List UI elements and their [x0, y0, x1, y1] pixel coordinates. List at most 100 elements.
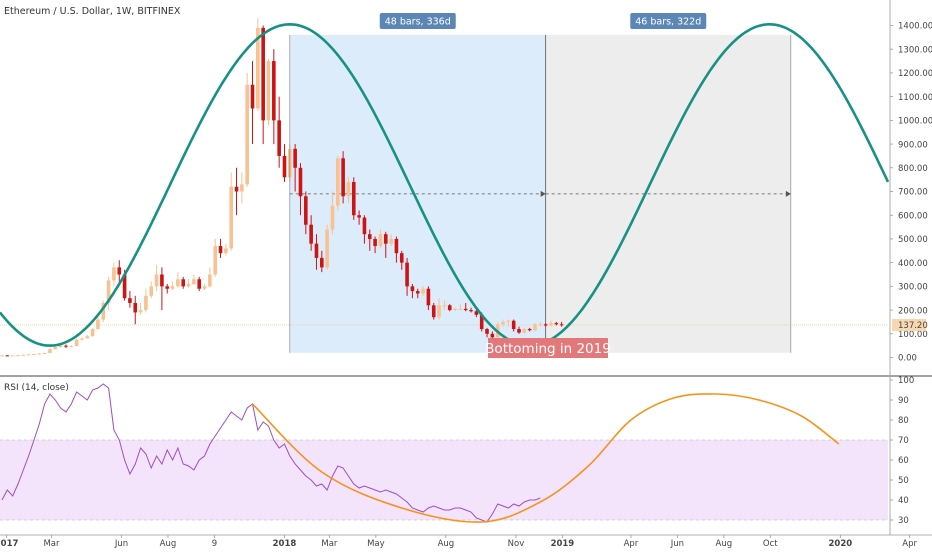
candle-body[interactable]	[277, 120, 281, 156]
rsi-line[interactable]	[1, 383, 541, 523]
rsi-axis[interactable]: 100 90 80 70 60 50 40 30	[890, 376, 914, 526]
candle-body[interactable]	[266, 61, 271, 121]
candle-body[interactable]	[202, 286, 207, 289]
candle-body[interactable]	[320, 257, 324, 268]
candle-body[interactable]	[341, 158, 345, 197]
candle-body[interactable]	[538, 324, 543, 326]
rsi-projection-curve[interactable]	[251, 393, 840, 523]
candle-body[interactable]	[362, 217, 367, 235]
candle-body[interactable]	[69, 346, 74, 348]
candle-body[interactable]	[208, 274, 212, 287]
candle-body[interactable]	[330, 205, 335, 230]
candle-body[interactable]	[133, 302, 138, 313]
candle-body[interactable]	[192, 279, 196, 284]
candle-body[interactable]	[442, 305, 447, 307]
candle-body[interactable]	[261, 27, 265, 121]
candle-body[interactable]	[389, 238, 393, 244]
candle-body[interactable]	[165, 286, 170, 289]
candle-body[interactable]	[543, 324, 548, 326]
candle-body[interactable]	[298, 167, 303, 197]
candle-body[interactable]	[490, 333, 495, 338]
candle-body[interactable]	[351, 182, 356, 216]
candle-body[interactable]	[106, 280, 111, 303]
candle-body[interactable]	[90, 329, 95, 337]
candle-body[interactable]	[431, 305, 436, 318]
candle-body[interactable]	[474, 311, 479, 315]
candle-body[interactable]	[527, 329, 532, 331]
candle-body[interactable]	[522, 329, 527, 333]
candle-body[interactable]	[458, 308, 463, 310]
candle-body[interactable]	[314, 243, 319, 258]
cycle-sine-wave[interactable]	[0, 22, 890, 347]
price-axis[interactable]: 1400.00 1300.00 1200.00 1100.00 1000.00 900.0…	[890, 22, 932, 364]
candle-body[interactable]	[282, 155, 287, 178]
candle-body[interactable]	[426, 288, 431, 306]
candle-body[interactable]	[453, 308, 457, 311]
time-axis[interactable]: 2017 Mar Jun Aug 9 2018 Mar May Aug Nov 2019 Apr Jun…	[0, 535, 917, 549]
candle-body[interactable]	[218, 246, 223, 254]
candle-body[interactable]	[160, 274, 164, 287]
candle-body[interactable]	[138, 310, 143, 313]
candle-body[interactable]	[383, 234, 388, 244]
candle-body[interactable]	[415, 291, 420, 294]
candle-body[interactable]	[479, 314, 484, 330]
candle-body[interactable]	[501, 321, 505, 325]
candle-body[interactable]	[26, 354, 31, 356]
candle-body[interactable]	[240, 184, 244, 192]
candle-body[interactable]	[37, 353, 42, 355]
candle-body[interactable]	[5, 355, 10, 357]
candle-body[interactable]	[272, 61, 276, 121]
candle-body[interactable]	[378, 234, 383, 247]
candle-body[interactable]	[58, 345, 63, 348]
candle-body[interactable]	[506, 320, 511, 322]
candle-body[interactable]	[144, 295, 148, 311]
candle-body[interactable]	[511, 320, 516, 330]
candle-body[interactable]	[186, 283, 191, 287]
candle-body[interactable]	[224, 248, 228, 254]
candle-body[interactable]	[421, 288, 425, 294]
candle-body[interactable]	[48, 349, 52, 353]
candle-body[interactable]	[64, 345, 68, 347]
candle-body[interactable]	[533, 324, 537, 331]
candle-body[interactable]	[517, 329, 521, 333]
candle-body[interactable]	[149, 286, 154, 296]
candle-body[interactable]	[549, 323, 553, 326]
candle-body[interactable]	[463, 308, 468, 311]
candle-body[interactable]	[16, 355, 20, 357]
candle-body[interactable]	[325, 229, 329, 268]
candle-body[interactable]	[154, 274, 159, 287]
candle-body[interactable]	[112, 267, 116, 281]
candle-body[interactable]	[394, 238, 399, 254]
candle-body[interactable]	[485, 329, 489, 334]
candle-body[interactable]	[117, 267, 122, 275]
candle-body[interactable]	[74, 339, 79, 347]
candle-body[interactable]	[21, 354, 26, 356]
candle-body[interactable]	[559, 324, 564, 326]
candle-body[interactable]	[410, 286, 415, 292]
candle-body[interactable]	[250, 84, 255, 109]
candle-body[interactable]	[80, 338, 84, 340]
candle-body[interactable]	[554, 323, 559, 325]
candle-body[interactable]	[85, 336, 90, 339]
candle-body[interactable]	[367, 234, 372, 239]
candle-body[interactable]	[469, 310, 473, 312]
candle-body[interactable]	[256, 27, 260, 109]
candle-body[interactable]	[335, 158, 340, 206]
candle-body[interactable]	[10, 355, 15, 357]
range-1-badge[interactable]: 48 bars, 336d	[379, 13, 456, 29]
candle-body[interactable]	[197, 279, 202, 289]
range-2-badge[interactable]: 46 bars, 322d	[630, 13, 707, 29]
candle-body[interactable]	[0, 355, 4, 357]
candle-body[interactable]	[101, 302, 106, 320]
candle-body[interactable]	[42, 352, 47, 354]
candle-body[interactable]	[373, 238, 377, 247]
candle-body[interactable]	[309, 224, 313, 244]
candle-body[interactable]	[293, 148, 297, 168]
candle-body[interactable]	[170, 286, 175, 289]
annotation-callout[interactable]: Bottoming in 2019	[485, 338, 611, 358]
candle-body[interactable]	[96, 319, 100, 330]
candle-body[interactable]	[399, 253, 404, 263]
candle-body[interactable]	[229, 186, 233, 249]
candle-body[interactable]	[32, 353, 36, 355]
candle-body[interactable]	[122, 274, 127, 299]
